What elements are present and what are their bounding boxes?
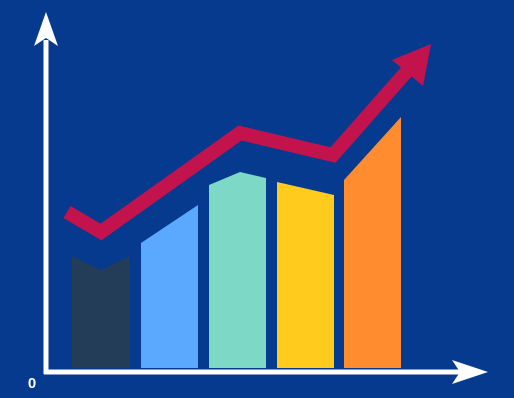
- y-axis-arrow: [34, 12, 58, 46]
- bar-2: [141, 205, 198, 368]
- trend-arrowhead: [392, 44, 431, 86]
- x-axis-arrow: [452, 360, 488, 384]
- bar-4: [277, 182, 334, 368]
- origin-label: 0: [28, 375, 36, 392]
- bar-1: [72, 256, 130, 368]
- trend-line: [63, 65, 414, 241]
- bar-5: [344, 117, 401, 368]
- bar-3: [209, 172, 266, 368]
